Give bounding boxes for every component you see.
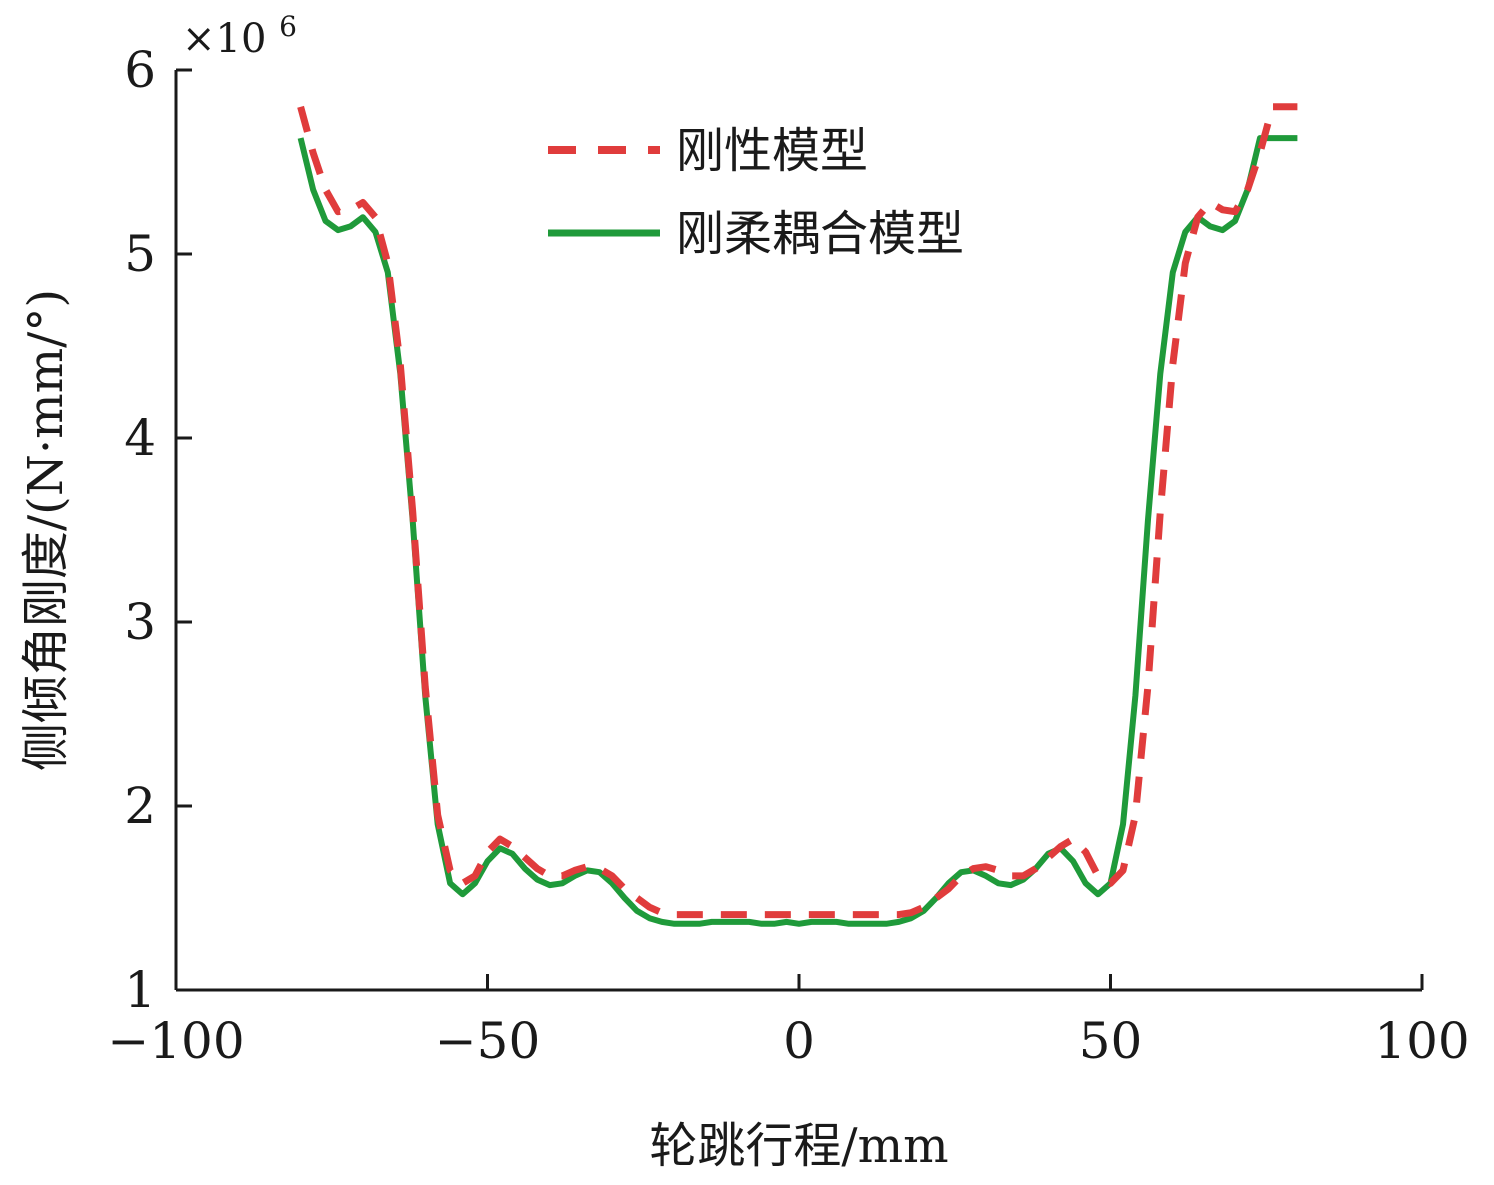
series-line-flexible [297,135,1298,927]
x-tick-label: −100 [107,1012,244,1070]
y-tick-label: 1 [124,961,156,1019]
x-axis-title: 轮跳行程/mm [649,1118,948,1174]
legend-label-rigid: 刚性模型 [676,123,868,179]
y-ticks: 1 2 3 4 5 6 [124,41,192,1019]
x-tick-label: 100 [1374,1012,1469,1070]
y-tick-label: 4 [124,409,156,467]
series-layer [297,103,1298,927]
y-tick-label: 2 [124,777,156,835]
axes-layer: −100 −50 0 50 100 1 2 3 4 5 6 [107,41,1469,1070]
y-axis-title: 侧倾角刚度/(N·mm/°) [18,289,74,771]
legend: 刚性模型 刚柔耦合模型 [548,123,964,262]
y-axis-multiplier-base: ×10 [182,16,266,62]
x-tick-label: −50 [435,1012,541,1070]
x-ticks: −100 −50 0 50 100 [107,974,1470,1070]
legend-label-flexible: 刚柔耦合模型 [676,206,964,262]
series-line-rigid [297,103,1298,919]
y-axis-multiplier-exponent: 6 [279,10,297,43]
x-tick-label: 50 [1079,1012,1143,1070]
y-axis-multiplier: ×10 6 [182,10,297,62]
y-tick-label: 5 [124,225,156,283]
y-tick-label: 3 [124,593,156,651]
x-tick-label: 0 [783,1012,815,1070]
y-tick-label: 6 [124,41,156,99]
